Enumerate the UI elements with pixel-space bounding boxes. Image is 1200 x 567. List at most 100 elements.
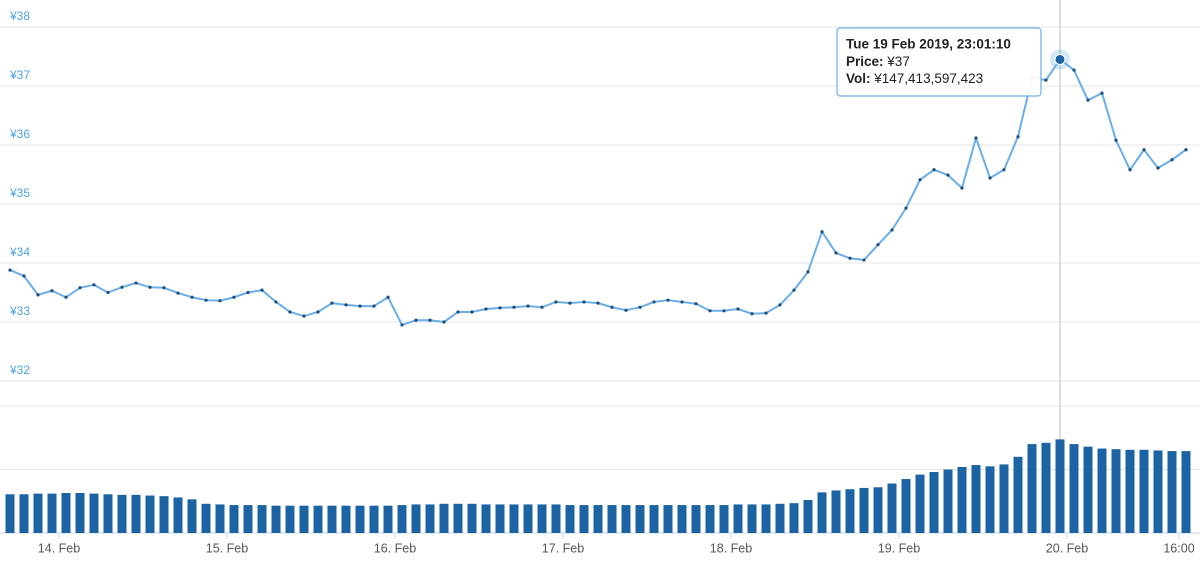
price-point xyxy=(386,295,390,299)
volume-bar xyxy=(887,483,897,533)
volume-bar xyxy=(1153,450,1163,533)
price-point xyxy=(498,306,502,310)
x-tick-label: 14. Feb xyxy=(38,541,80,555)
price-point xyxy=(792,288,796,292)
volume-bar xyxy=(1069,444,1079,533)
volume-bar xyxy=(1041,442,1051,533)
volume-bar xyxy=(425,504,435,533)
volume-bar xyxy=(565,505,575,533)
volume-bar xyxy=(411,504,421,533)
volume-bar xyxy=(453,503,463,533)
price-point xyxy=(274,300,278,304)
tooltip-vol-label: Vol: xyxy=(846,71,871,86)
volume-bar xyxy=(1055,439,1065,533)
y-tick-label: ¥34 xyxy=(9,245,30,259)
price-point xyxy=(1128,168,1132,172)
price-point xyxy=(932,168,936,172)
price-point xyxy=(988,176,992,180)
price-point xyxy=(484,307,488,311)
volume-bar xyxy=(439,503,449,533)
price-point xyxy=(8,268,12,272)
volume-bar xyxy=(747,504,757,533)
price-point xyxy=(806,270,810,274)
volume-bar xyxy=(243,505,253,533)
volume-bar xyxy=(705,505,715,533)
price-point xyxy=(372,304,376,308)
tooltip-date: Tue 19 Feb 2019, 23:01:10 xyxy=(846,37,1011,52)
price-point xyxy=(1142,148,1146,152)
volume-bar xyxy=(145,495,155,533)
volume-bar xyxy=(593,505,603,533)
volume-bar xyxy=(201,503,211,533)
volume-bar xyxy=(19,494,29,533)
volume-bar xyxy=(229,505,239,533)
x-tick-label: 20. Feb xyxy=(1046,541,1088,555)
price-point xyxy=(638,305,642,309)
y-tick-label: ¥38 xyxy=(9,9,30,23)
price-point xyxy=(652,300,656,304)
price-point xyxy=(246,290,250,295)
volume-bar xyxy=(663,505,673,533)
volume-bar xyxy=(117,494,127,533)
price-point xyxy=(596,301,600,305)
price-point xyxy=(428,318,432,322)
price-point xyxy=(1086,98,1090,102)
price-point xyxy=(1016,135,1020,139)
volume-bar xyxy=(845,489,855,533)
price-point xyxy=(190,295,194,299)
volume-bar xyxy=(677,505,687,533)
price-point xyxy=(750,312,754,316)
price-point xyxy=(1100,91,1104,95)
price-point xyxy=(344,303,348,307)
price-point xyxy=(330,301,334,305)
volume-bar xyxy=(509,504,519,533)
volume-bar xyxy=(929,472,939,533)
price-point xyxy=(610,305,614,309)
volume-bar xyxy=(635,505,645,533)
price-point xyxy=(876,243,880,247)
tooltip-vol: Vol: ¥147,413,597,423 xyxy=(846,71,983,86)
volume-bar xyxy=(355,505,365,533)
price-point xyxy=(232,295,236,299)
price-point xyxy=(22,274,26,278)
tooltip-box xyxy=(836,27,1042,97)
volume-bar xyxy=(327,505,337,533)
price-point xyxy=(1114,138,1118,142)
volume-bar xyxy=(803,499,813,533)
y-tick-label: ¥37 xyxy=(9,68,30,82)
volume-bar xyxy=(495,504,505,533)
price-point xyxy=(540,305,544,309)
volume-bar xyxy=(873,487,883,533)
price-point xyxy=(148,285,152,289)
price-point xyxy=(400,323,404,327)
x-tick-label: 18. Feb xyxy=(710,541,752,555)
price-point xyxy=(960,186,964,190)
price-point xyxy=(414,318,418,322)
volume-bar xyxy=(341,505,351,533)
price-point xyxy=(834,251,838,255)
price-point xyxy=(218,299,222,303)
price-point xyxy=(64,295,68,299)
volume-bar xyxy=(1167,451,1177,533)
price-point xyxy=(946,173,950,177)
price-point xyxy=(162,286,166,290)
price-point xyxy=(260,288,264,292)
x-tick-label: 15. Feb xyxy=(206,541,248,555)
price-point xyxy=(302,314,306,318)
price-point xyxy=(974,136,978,140)
x-tick-label: 17. Feb xyxy=(542,541,584,555)
tooltip: Tue 19 Feb 2019, 23:01:10 Price: ¥37 Vol… xyxy=(836,27,1042,97)
volume-bar xyxy=(537,504,547,533)
price-point xyxy=(1072,68,1076,72)
price-point xyxy=(554,300,558,304)
price-point xyxy=(316,310,320,314)
volume-bar xyxy=(271,505,281,533)
tooltip-price-value: ¥37 xyxy=(886,54,910,69)
volume-bar xyxy=(733,504,743,533)
price-point xyxy=(134,281,138,285)
price-point xyxy=(890,228,894,232)
volume-bar xyxy=(775,503,785,533)
volume-bar xyxy=(257,505,267,533)
